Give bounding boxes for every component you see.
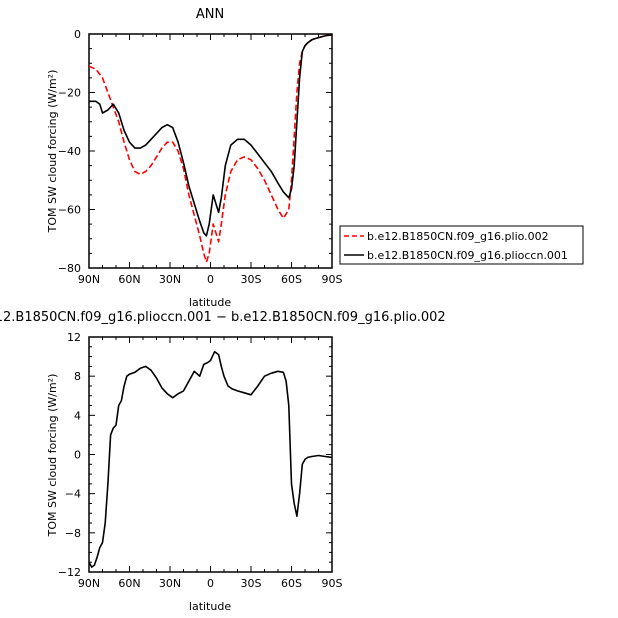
top-axis-ticks: 90N 60N 30N 0 30S 60S 90S −80 −60 −40 −20 0 — [58, 28, 343, 286]
bottom-x-axis-label: latitude — [189, 600, 231, 613]
bottom-y-tick-label: −8 — [65, 527, 81, 540]
legend: b.e12.B1850CN.f09_g16.plio.002 b.e12.B18… — [339, 225, 584, 265]
bottom-y-tick-label: 4 — [74, 409, 81, 422]
bottom-x-tick-label: 60S — [281, 577, 302, 590]
bottom-y-tick-label: 0 — [74, 449, 81, 462]
top-y-tick-label: 0 — [74, 28, 81, 41]
top-x-tick-label: 90S — [322, 273, 343, 286]
bottom-y-tick-label: 8 — [74, 370, 81, 383]
top-x-tick-label: 90N — [78, 273, 100, 286]
bottom-y-axis-label: TOM SW cloud forcing (W/m²) — [46, 374, 59, 538]
legend-label-plio: b.e12.B1850CN.f09_g16.plio.002 — [367, 230, 549, 243]
top-x-tick-label: 30S — [241, 273, 262, 286]
bottom-plot-frame — [88, 336, 333, 573]
top-x-tick-label: 60N — [118, 273, 140, 286]
bottom-axis-ticks: 90N 60N 30N 0 30S 60S 90S −12 −8 −4 0 4 8 12 — [58, 331, 343, 590]
bottom-y-tick-label: −4 — [65, 488, 81, 501]
bottom-x-tick-label: 60N — [118, 577, 140, 590]
bottom-x-tick-label: 30N — [159, 577, 181, 590]
bottom-y-tick-label: −12 — [58, 566, 81, 579]
top-y-tick-label: −40 — [58, 145, 81, 158]
bottom-x-tick-label: 90S — [322, 577, 343, 590]
bottom-x-tick-label: 30S — [241, 577, 262, 590]
top-x-tick-label: 60S — [281, 273, 302, 286]
top-series-line-1 — [89, 34, 333, 237]
top-x-tick-label: 0 — [207, 273, 214, 286]
top-x-tick-label: 30N — [159, 273, 181, 286]
top-y-tick-label: −60 — [58, 204, 81, 217]
bottom-series-line-0 — [88, 350, 333, 568]
top-y-tick-label: −80 — [58, 262, 81, 275]
bottom-x-tick-label: 0 — [207, 577, 214, 590]
bottom-chart-title: b.e12.B1850CN.f09_g16.plioccn.001 − b.e1… — [0, 310, 446, 325]
legend-box — [339, 225, 584, 265]
top-chart-title: ANN — [196, 7, 224, 22]
top-x-axis-label: latitude — [189, 296, 231, 309]
top-series-line-0 — [88, 34, 333, 263]
top-y-tick-label: −20 — [58, 87, 81, 100]
bottom-x-tick-label: 90N — [78, 577, 100, 590]
bottom-series-group — [88, 350, 333, 568]
top-series-group — [88, 34, 333, 263]
top-y-axis-label: TOM SW cloud forcing (W/m²) — [46, 70, 59, 234]
bottom-y-tick-label: 12 — [67, 331, 81, 344]
top-panel: ANN 90N 60N 30N 0 30S 60S 90S −80 −60 −40 −20 0 TOM… — [46, 7, 343, 309]
legend-label-plioccn: b.e12.B1850CN.f09_g16.plioccn.001 — [367, 249, 568, 262]
bottom-panel: b.e12.B1850CN.f09_g16.plioccn.001 − b.e1… — [0, 310, 446, 613]
